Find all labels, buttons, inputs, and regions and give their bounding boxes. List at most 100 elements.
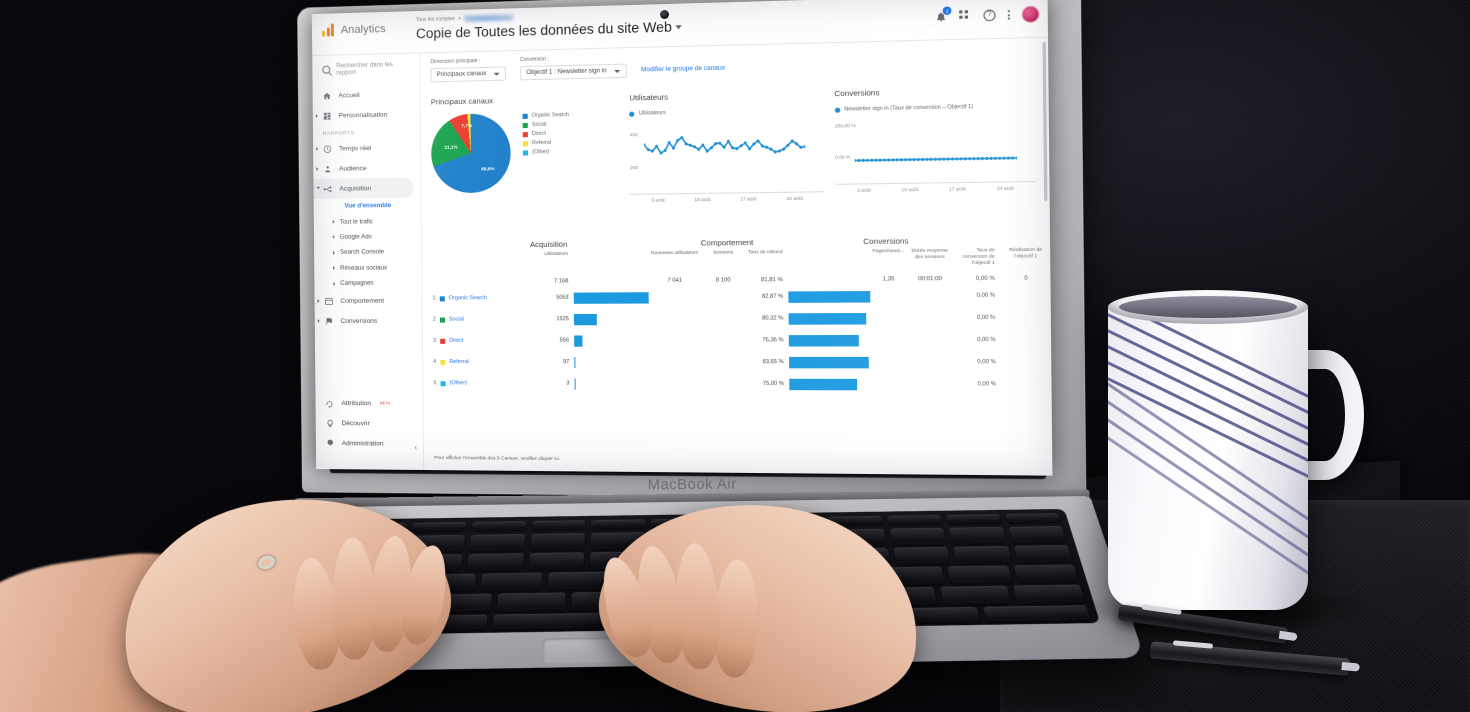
behavior-icon — [324, 297, 333, 306]
sidebar-item-personnalisation[interactable]: Personnalisation — [313, 104, 420, 126]
conversion-control: Conversion : Objectif 1 : Newsletter sig… — [520, 54, 627, 81]
table-cell-utilisateurs: 1525 — [556, 316, 569, 323]
channel-color-swatch — [439, 317, 445, 323]
users-bar — [573, 313, 598, 325]
col-header-taux-de-rebond[interactable]: Taux de rebond — [748, 248, 783, 255]
x-axis-line — [630, 191, 825, 195]
search-input[interactable]: Rechercher dans les rapport — [312, 53, 419, 86]
sidebar-item-attribution[interactable]: Attribution BÊTA — [315, 393, 422, 413]
table-cell-utilisateurs: 556 — [559, 337, 570, 344]
legend-label: Utilisateurs — [638, 109, 666, 117]
sidebar-subitem-google-ads[interactable]: Google Ads — [314, 229, 421, 246]
channel-link[interactable]: (Other) — [449, 380, 467, 387]
chevron-down-icon[interactable] — [675, 25, 682, 30]
breadcrumb-account-redacted[interactable] — [463, 14, 514, 22]
bounce-bar-cell — [789, 356, 871, 369]
channel-link[interactable]: Organic Search — [448, 295, 487, 302]
col-header-pages-session[interactable]: Pages/sessi... — [872, 247, 905, 254]
table-totals-row: 7 168 7 041 8 100 81,81 % 1,35 00:01:00 … — [432, 275, 1037, 285]
y-tick-200: 200 — [629, 164, 639, 171]
legend-item: Referral — [522, 139, 569, 146]
edit-channel-group-link[interactable]: Modifier le groupe de canaux — [640, 64, 726, 74]
sidebar-item-label: Accueil — [338, 91, 360, 99]
legend-label: Social — [531, 121, 547, 128]
channel-link[interactable]: Direct — [449, 337, 464, 344]
sidebar-subitem-tout-le-trafic[interactable]: Tout le trafic — [314, 213, 421, 230]
page-title[interactable]: Copie de Toutes les données du site Web — [416, 19, 682, 41]
sidebar-item-conversions[interactable]: Conversions — [315, 311, 422, 331]
sidebar-item-comportement[interactable]: Comportement — [314, 291, 421, 312]
sidebar-item-temps-reel[interactable]: Temps réel — [313, 137, 420, 159]
coffee-mug — [1108, 290, 1364, 620]
google-analytics-app: Analytics Tous les comptes > Copie de To… — [311, 0, 1053, 476]
legend-item: Organic Search — [522, 112, 569, 119]
sidebar-bottom-group: Attribution BÊTA Découvrir — [315, 393, 423, 454]
x-axis-labels: 3 août 10 août 17 août 24 août — [630, 195, 824, 203]
row-rank: 1 — [432, 295, 436, 302]
kebab-menu-icon[interactable] — [1007, 9, 1011, 21]
sidebar-subitem-vue-densemble[interactable]: Vue d'ensemble — [314, 198, 421, 215]
users-bar-cell — [574, 378, 650, 390]
breadcrumb[interactable]: Tous les comptes > — [415, 14, 514, 24]
bounce-bar — [788, 290, 871, 303]
sidebar-collapse-chevron-left-icon[interactable]: ‹ — [414, 444, 417, 452]
x-axis-labels: 3 août 10 août 17 août 24 août — [835, 185, 1036, 193]
help-question-icon[interactable]: ? — [983, 9, 996, 22]
apps-grid-icon[interactable] — [959, 10, 971, 22]
channel-link[interactable]: Referral — [449, 359, 469, 366]
sidebar-item-administration[interactable]: Administration — [316, 433, 423, 454]
chevron-right-icon — [333, 266, 336, 271]
brand-logo-area[interactable]: Analytics — [321, 22, 386, 37]
users-bar-cell — [574, 335, 649, 347]
total-duree-moyenne: 00:01:00 — [918, 275, 942, 282]
report-controls: Dimension principale : Principaux canaux… — [430, 52, 726, 83]
total-sessions: 8 100 — [715, 276, 731, 284]
sidebar-item-label: Conversions — [340, 317, 378, 325]
content-scrollbar[interactable] — [1042, 41, 1048, 202]
channel-link[interactable]: Social — [448, 316, 464, 323]
group-header-acquisition: Acquisition — [529, 239, 568, 250]
total-taux-conversion: 0,00 % — [975, 275, 995, 282]
notifications-bell-icon[interactable]: 2 — [935, 6, 952, 23]
sidebar-subitem-campagnes[interactable]: Campagnes — [314, 275, 421, 291]
breadcrumb-root[interactable]: Tous les comptes — [415, 16, 455, 24]
sidebar-item-label: Comportement — [340, 297, 385, 305]
table-row[interactable]: 3 Direct 556 76,36 % 0,00 % — [433, 329, 1038, 352]
col-header-nouveaux-utilisateurs[interactable]: Nouveaux utilisateurs — [650, 249, 699, 256]
col-header-realisation-objectif[interactable]: Réalisation de l'objectif 1 — [1009, 246, 1043, 259]
sidebar-subitem-search-console[interactable]: Search Console — [314, 244, 421, 260]
conversion-select[interactable]: Objectif 1 : Newsletter sign in — [520, 63, 627, 81]
table-footer-note[interactable]: Pour afficher l'ensemble des 5 Canaux, v… — [434, 455, 561, 462]
table-rows-host: 1 Organic Search 5053 82,87 % 0,00 % 2 Social 1… — [433, 284, 1039, 395]
table-cell-taux-conversion: 0,00 % — [976, 314, 996, 322]
primary-dimension-select[interactable]: Principaux canaux — [430, 66, 506, 83]
col-header-taux-conversion-objectif[interactable]: Taux de conversion de l'objectif 1 — [962, 247, 995, 265]
sidebar-subitem-label: Tout le trafic — [339, 217, 373, 226]
sidebar-item-accueil[interactable]: Accueil — [313, 84, 420, 106]
col-header-sessions[interactable]: Sessions — [712, 249, 734, 255]
sidebar-item-acquisition[interactable]: Acquisition — [313, 177, 414, 200]
pie-chart[interactable]: 69,9% 21,1% 7,7% — [430, 113, 512, 194]
col-header-duree-moyenne[interactable]: Durée moyenne des sessions — [911, 247, 949, 260]
sidebar-item-audience[interactable]: Audience — [313, 157, 420, 179]
total-realisation-objectif: 0 — [1024, 274, 1028, 282]
conversions-line-plot[interactable]: 100,00 % 0,00 % — [835, 117, 1036, 181]
table-row[interactable]: 5 (Other) 3 75,00 % 0,00 % — [433, 373, 1038, 396]
table-row[interactable]: 1 Organic Search 5053 82,87 % 0,00 % — [433, 284, 1038, 309]
table-cell-utilisateurs: 97 — [563, 359, 570, 366]
table-cell-utilisateurs: 5053 — [556, 294, 569, 301]
table-row[interactable]: 4 Referral 97 83,65 % 0,00 % — [433, 351, 1038, 373]
users-line-plot[interactable]: 400 200 — [630, 120, 825, 191]
user-avatar[interactable] — [1022, 6, 1039, 23]
sidebar-item-label: Audience — [339, 164, 367, 173]
table-cell-channel: 5 (Other) — [433, 380, 531, 386]
table-row[interactable]: 2 Social 1525 80,32 % 0,00 % — [433, 307, 1038, 331]
sidebar-subitem-label: Campagnes — [340, 279, 374, 287]
sidebar-subitem-reseaux-sociaux[interactable]: Réseaux sociaux — [314, 260, 421, 276]
x-axis-line — [835, 180, 1037, 185]
legend-item: Social — [522, 121, 569, 128]
col-header-utilisateurs[interactable]: Utilisateurs — [544, 250, 569, 257]
x-tick: 3 août — [856, 187, 871, 193]
sidebar-item-decouvrir[interactable]: Découvrir — [316, 413, 423, 434]
